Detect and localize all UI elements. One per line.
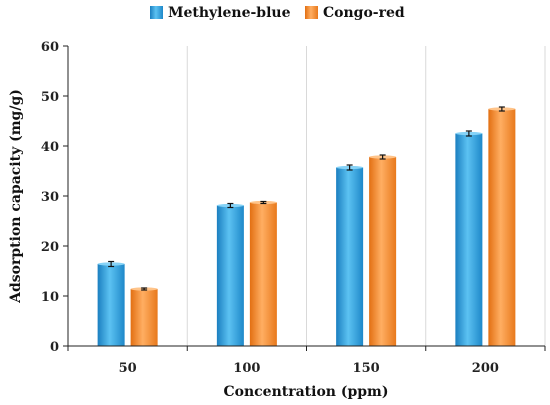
y-tick-label: 30	[41, 190, 59, 205]
x-axis-ticks: 50 100 150 200	[67, 346, 546, 376]
y-tick-label: 40	[41, 140, 59, 155]
bar-congo-red-150	[369, 157, 397, 346]
x-tick-label: 150	[353, 361, 380, 376]
y-tick-label: 20	[41, 240, 59, 255]
y-tick-label: 10	[41, 290, 59, 305]
bar-congo-red-50	[130, 289, 158, 346]
bars	[97, 106, 516, 346]
legend-swatch-congo-red	[305, 6, 318, 19]
bar-congo-red-100	[249, 202, 277, 346]
y-tick-label: 60	[41, 40, 59, 55]
legend-label-methylene-blue: Methylene-blue	[168, 5, 291, 21]
x-tick-label: 200	[472, 361, 499, 376]
bar-methylene-blue-100	[216, 205, 244, 346]
bar-congo-red-200	[488, 109, 516, 346]
gridlines	[186, 46, 546, 346]
x-tick-label: 100	[233, 361, 260, 376]
bar-methylene-blue-200	[455, 133, 483, 346]
legend: Methylene-blue Congo-red	[150, 5, 405, 21]
x-tick-label: 50	[119, 361, 137, 376]
bar-methylene-blue-50	[97, 264, 125, 346]
legend-label-congo-red: Congo-red	[323, 5, 405, 21]
y-axis-ticks: 0 10 20 30 40 50 60	[41, 40, 68, 355]
x-axis-title: Concentration (ppm)	[224, 384, 389, 400]
y-tick-label: 0	[50, 340, 59, 355]
bar-methylene-blue-150	[336, 167, 364, 346]
y-tick-label: 50	[41, 90, 59, 105]
y-axis-title: Adsorption capacity (mg/g)	[8, 89, 24, 304]
legend-swatch-methylene-blue	[150, 6, 163, 19]
